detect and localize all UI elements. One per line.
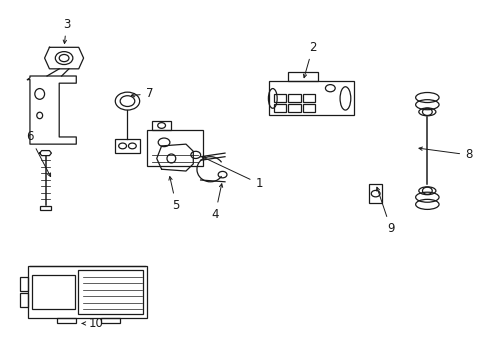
- Bar: [147, 130, 203, 166]
- Bar: [20, 293, 27, 307]
- Text: 9: 9: [376, 187, 394, 235]
- Bar: [288, 104, 300, 112]
- Bar: [78, 270, 143, 315]
- Bar: [32, 275, 75, 309]
- Text: 6: 6: [26, 130, 50, 176]
- Bar: [303, 104, 315, 112]
- Bar: [101, 318, 120, 323]
- Text: 10: 10: [82, 317, 103, 330]
- Bar: [268, 81, 353, 116]
- Text: 5: 5: [168, 177, 180, 212]
- Bar: [27, 266, 147, 318]
- Text: 7: 7: [131, 87, 153, 100]
- Text: 4: 4: [211, 184, 222, 221]
- Bar: [40, 206, 51, 211]
- Bar: [288, 94, 300, 102]
- Bar: [368, 184, 382, 203]
- Text: 8: 8: [418, 147, 471, 161]
- Bar: [273, 94, 285, 102]
- Bar: [115, 139, 140, 153]
- Bar: [57, 318, 76, 323]
- Bar: [20, 277, 27, 291]
- Bar: [303, 94, 315, 102]
- Text: 2: 2: [303, 41, 316, 78]
- Text: 1: 1: [201, 157, 263, 190]
- Bar: [152, 121, 171, 130]
- Bar: [288, 72, 317, 81]
- Bar: [273, 104, 285, 112]
- Text: 3: 3: [62, 18, 70, 44]
